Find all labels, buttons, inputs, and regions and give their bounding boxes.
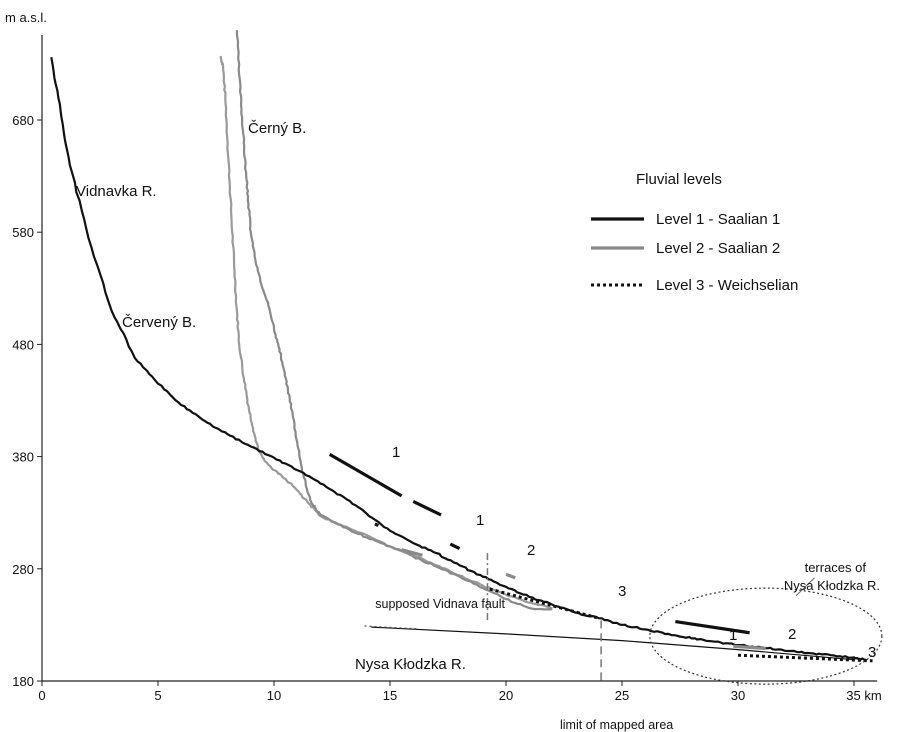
level-label-3: 3 <box>868 644 876 661</box>
river-label-cerveny: Červený B. <box>122 314 196 331</box>
label-layer: Vidnavka R. Černý B. Červený B. Nysa Kłodzk… <box>76 120 880 732</box>
terrace-level-1 <box>328 452 403 498</box>
terrace-level-2 <box>401 548 423 557</box>
legend: Fluvial levels Level 1 - Saalian 1 Level 2… <box>591 171 798 294</box>
y-tick-label: 180 <box>12 674 34 689</box>
x-tick-label: 35 km <box>846 688 881 703</box>
series-nysa <box>371 626 855 661</box>
terrace-layer <box>328 452 883 685</box>
terrace-level-3 <box>737 653 873 663</box>
x-tick-label: 5 <box>154 688 161 703</box>
terraces-label-1: terraces of <box>805 560 867 575</box>
legend-item-label: Level 2 - Saalian 2 <box>656 240 780 257</box>
x-tick-label: 10 <box>267 688 281 703</box>
series-nysa-extension <box>364 625 418 630</box>
y-tick-label: 280 <box>12 562 34 577</box>
series-vidnavka <box>50 57 866 661</box>
series-cerveny <box>219 55 553 610</box>
terrace-level-1 <box>412 500 442 517</box>
x-tick-label: 15 <box>383 688 397 703</box>
tick-marks: 180 280 380 480 580 680 0 5 10 15 20 25 30 35 km <box>12 113 881 703</box>
series-layer <box>50 30 866 661</box>
series-cerny <box>235 30 553 611</box>
y-tick-label: 380 <box>12 450 34 465</box>
legend-title: Fluvial levels <box>636 171 722 188</box>
terrace-level-2 <box>733 644 766 651</box>
y-tick-label: 680 <box>12 113 34 128</box>
level-label-2: 2 <box>527 542 535 559</box>
level-label-1: 1 <box>476 512 484 529</box>
x-tick-label: 20 <box>499 688 513 703</box>
terrace-level-1 <box>374 522 380 528</box>
fault-label: supposed Vidnava fault <box>375 597 505 611</box>
axes: m a.s.l. <box>5 10 878 682</box>
legend-item-label: Level 3 - Weichselian <box>656 277 798 294</box>
y-tick-label: 480 <box>12 337 34 352</box>
river-label-nysa: Nysa Kłodzka R. <box>355 656 466 673</box>
terraces-label-2: Nysa Kłodzka R. <box>784 578 880 593</box>
river-label-vidnavka: Vidnavka R. <box>76 183 157 200</box>
x-tick-label: 0 <box>38 688 45 703</box>
x-tick-label: 25 <box>615 688 629 703</box>
terrace-level-3 <box>489 587 600 620</box>
legend-item-label: Level 1 - Saalian 1 <box>656 211 780 228</box>
mapped-limit-label: limit of mapped area <box>560 718 673 732</box>
terraces-ellipse <box>649 587 883 685</box>
y-tick-label: 580 <box>12 225 34 240</box>
level-label-1: 1 <box>729 627 737 644</box>
y-axis-label: m a.s.l. <box>5 10 47 25</box>
terrace-level-2 <box>505 572 516 580</box>
terrace-level-1 <box>449 542 461 551</box>
x-tick-label: 30 <box>731 688 745 703</box>
level-label-1: 1 <box>392 444 400 461</box>
level-label-2: 2 <box>788 626 796 643</box>
river-label-cerny: Černý B. <box>248 120 306 137</box>
level-label-3: 3 <box>618 583 626 600</box>
terrace-level-1 <box>675 619 750 635</box>
terraces-leader-line <box>795 577 815 597</box>
